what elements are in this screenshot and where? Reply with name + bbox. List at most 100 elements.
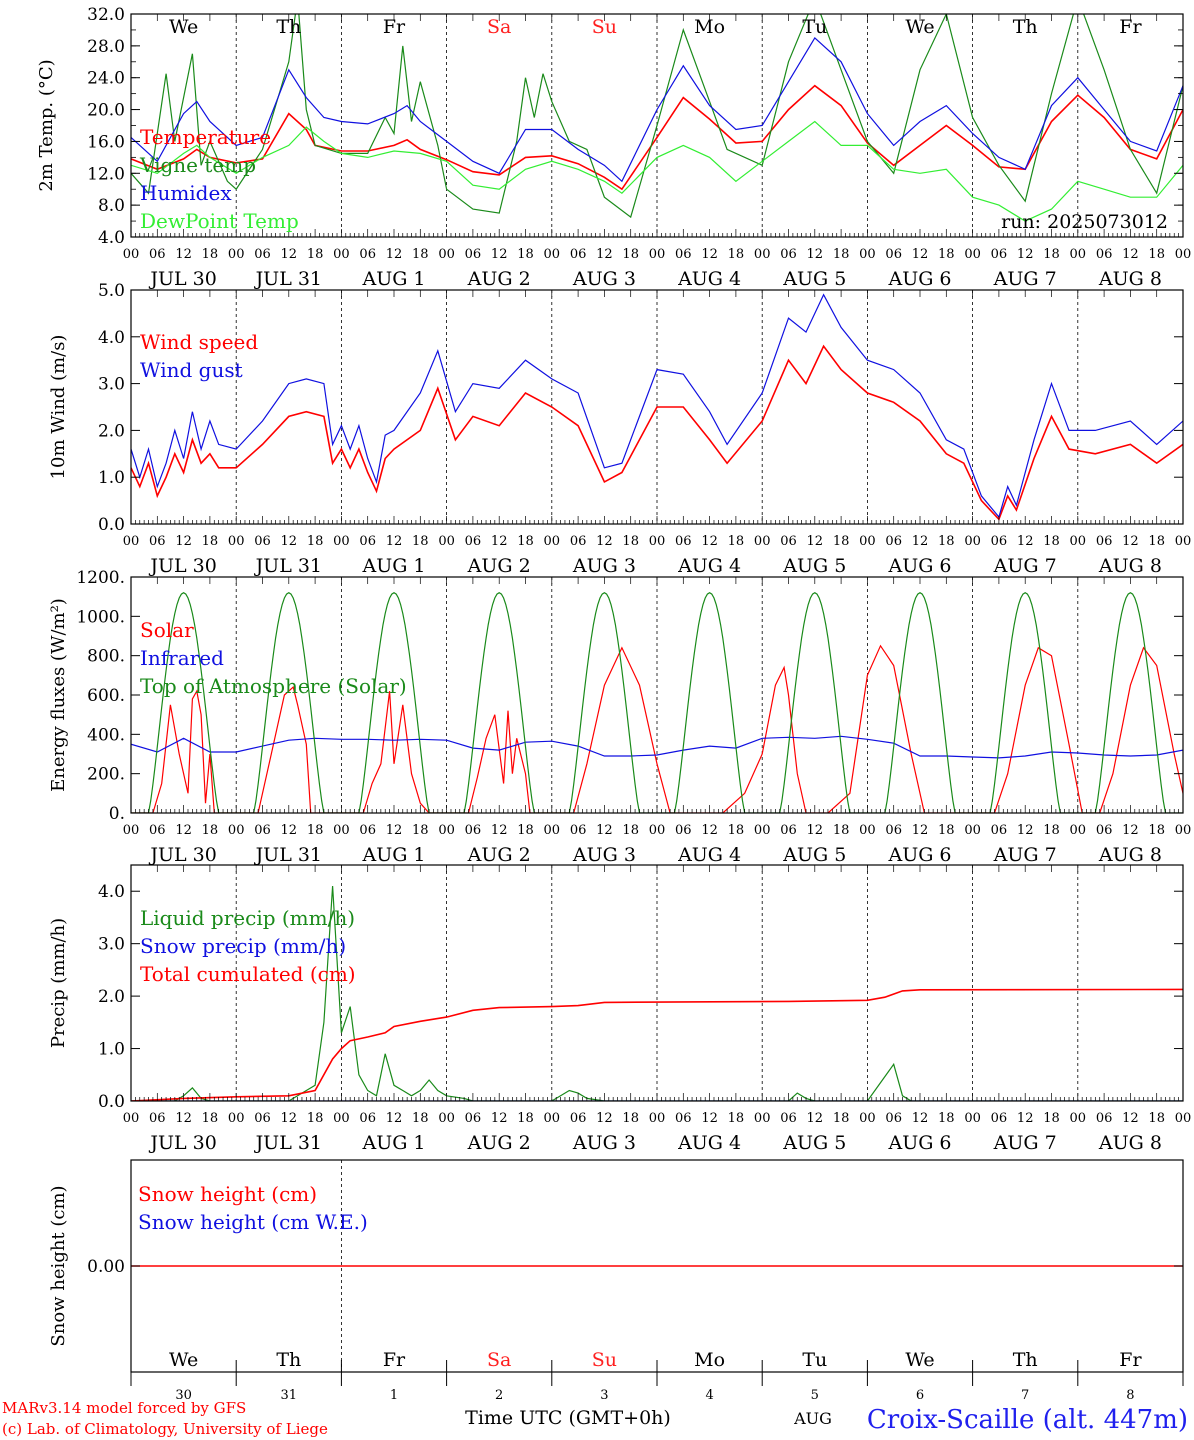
hour-tick-label: 00 xyxy=(333,247,350,262)
date-label: AUG 4 xyxy=(677,555,741,577)
axes-layer: 00 06 12 18 00 06 12 18 00 06 12 18 00 06 12 18 00 06 12 18… xyxy=(36,5,1191,1403)
hour-tick-label: 06 xyxy=(570,823,587,838)
hour-tick-label: 18 xyxy=(517,247,534,262)
y-tick-label: 400. xyxy=(87,725,125,745)
legend-entry: Solar xyxy=(140,618,194,642)
date-label: AUG 5 xyxy=(782,1132,846,1154)
weekday-label: Mo xyxy=(694,16,725,38)
hour-tick-label: 06 xyxy=(570,1111,587,1126)
hour-tick-label: 00 xyxy=(438,1111,455,1126)
date-label: AUG 3 xyxy=(572,555,636,577)
hour-tick-label: 00 xyxy=(1175,1111,1192,1126)
series-line-top-of-atmosphere-solar- xyxy=(131,591,1183,813)
hour-tick-label: 06 xyxy=(465,1111,482,1126)
date-label: AUG 4 xyxy=(677,268,741,290)
hour-tick-label: 00 xyxy=(123,823,140,838)
date-label: AUG 6 xyxy=(887,844,951,866)
date-label: JUL 31 xyxy=(254,268,322,290)
date-label: JUL 30 xyxy=(148,268,216,290)
hour-tick-label: 12 xyxy=(175,247,192,262)
date-label: JUL 31 xyxy=(254,844,322,866)
snow-weekday-label: Th xyxy=(1013,1349,1038,1371)
legend-entry: Vigne temp xyxy=(139,153,256,177)
date-label: AUG 5 xyxy=(782,268,846,290)
series-line-dewpoint-temp xyxy=(131,120,1183,222)
model-credit: MARv3.14 model forced by GFS xyxy=(2,1399,246,1417)
hour-tick-label: 12 xyxy=(807,534,824,549)
date-label: AUG 3 xyxy=(572,1132,636,1154)
hour-tick-label: 00 xyxy=(754,247,771,262)
hour-tick-label: 00 xyxy=(544,823,561,838)
hour-tick-label: 00 xyxy=(1175,534,1192,549)
hour-tick-label: 12 xyxy=(701,1111,718,1126)
y-tick-label: 3.0 xyxy=(98,935,125,955)
hour-tick-label: 06 xyxy=(254,534,271,549)
y-tick-label: 3.0 xyxy=(98,375,125,395)
snow-weekday-label: Th xyxy=(276,1349,301,1371)
legend-entry: Snow height (cm W.E.) xyxy=(138,1210,368,1234)
hour-tick-label: 18 xyxy=(938,534,955,549)
hour-tick-label: 12 xyxy=(281,823,298,838)
date-label: JUL 30 xyxy=(148,844,216,866)
y-tick-label: 16.0 xyxy=(87,132,125,152)
legend-entry: Wind gust xyxy=(140,358,243,382)
hour-tick-label: 18 xyxy=(1148,534,1165,549)
hour-tick-label: 12 xyxy=(701,823,718,838)
hour-tick-label: 00 xyxy=(754,534,771,549)
hour-tick-label: 12 xyxy=(175,823,192,838)
day-number-label: 5 xyxy=(811,1388,819,1403)
hour-tick-label: 00 xyxy=(333,823,350,838)
hour-tick-label: 00 xyxy=(1175,247,1192,262)
hour-tick-label: 12 xyxy=(1122,823,1139,838)
y-tick-label: 24.0 xyxy=(87,69,125,89)
legend-entry: Liquid precip (mm/h) xyxy=(140,906,355,930)
y-tick-label: 4.0 xyxy=(98,228,125,248)
hour-tick-label: 00 xyxy=(123,247,140,262)
hour-tick-label: 00 xyxy=(649,534,666,549)
hour-tick-label: 12 xyxy=(175,534,192,549)
date-label: AUG 8 xyxy=(1098,1132,1162,1154)
hour-tick-label: 12 xyxy=(912,534,929,549)
hour-tick-label: 06 xyxy=(991,247,1008,262)
hour-tick-label: 18 xyxy=(1043,534,1060,549)
hour-tick-label: 18 xyxy=(517,534,534,549)
y-tick-label: 32.0 xyxy=(87,5,125,25)
legend-entry: Top of Atmosphere (Solar) xyxy=(140,674,407,698)
hour-tick-label: 00 xyxy=(754,1111,771,1126)
hour-tick-label: 18 xyxy=(833,823,850,838)
hour-tick-label: 00 xyxy=(228,1111,245,1126)
hour-tick-label: 12 xyxy=(491,1111,508,1126)
day-number-label: 4 xyxy=(705,1388,713,1403)
hour-tick-label: 18 xyxy=(1148,1111,1165,1126)
hour-tick-label: 06 xyxy=(675,534,692,549)
hour-tick-label: 12 xyxy=(491,823,508,838)
hour-tick-label: 06 xyxy=(1096,1111,1113,1126)
hour-tick-label: 00 xyxy=(333,534,350,549)
hour-tick-label: 12 xyxy=(281,1111,298,1126)
hour-tick-label: 12 xyxy=(1122,247,1139,262)
snow-weekday-label: Su xyxy=(592,1349,617,1371)
y-tick-label: 1.0 xyxy=(98,468,125,488)
hour-tick-label: 06 xyxy=(991,1111,1008,1126)
hour-tick-label: 00 xyxy=(438,823,455,838)
snow-weekday-label: Sa xyxy=(487,1349,511,1371)
hour-tick-label: 12 xyxy=(912,247,929,262)
hour-tick-label: 18 xyxy=(1148,823,1165,838)
hour-tick-label: 18 xyxy=(622,247,639,262)
hour-tick-label: 06 xyxy=(570,534,587,549)
hour-tick-label: 18 xyxy=(622,1111,639,1126)
hour-tick-label: 12 xyxy=(1122,534,1139,549)
hour-tick-label: 12 xyxy=(807,823,824,838)
date-label: AUG 6 xyxy=(887,1132,951,1154)
hour-tick-label: 06 xyxy=(149,1111,166,1126)
hour-tick-label: 12 xyxy=(807,1111,824,1126)
y-tick-label: 4.0 xyxy=(98,882,125,902)
day-number-label: 2 xyxy=(495,1388,503,1403)
date-label: AUG 2 xyxy=(467,844,531,866)
legend-entry: Temperature xyxy=(140,125,271,149)
hour-tick-label: 18 xyxy=(202,247,219,262)
hour-tick-label: 00 xyxy=(544,1111,561,1126)
weekday-label: Su xyxy=(592,16,617,38)
legend-entry: Wind speed xyxy=(140,330,258,354)
hour-tick-label: 06 xyxy=(359,823,376,838)
